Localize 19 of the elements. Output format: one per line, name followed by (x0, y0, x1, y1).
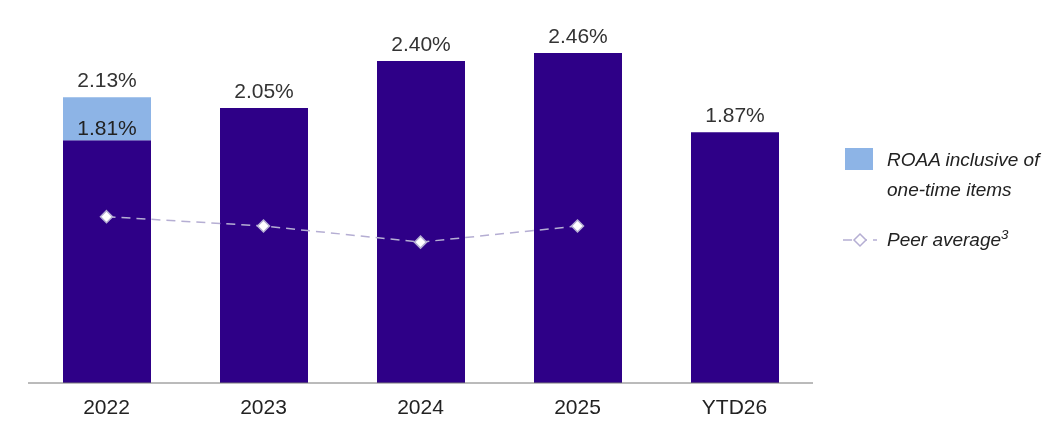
data-label: 1.87% (705, 103, 765, 127)
bar (691, 132, 779, 383)
data-label: 1.81% (77, 116, 137, 140)
bar (63, 140, 151, 383)
bar (534, 53, 622, 383)
legend-label: Peer average$^{3}$ (887, 226, 1010, 250)
x-tick-label: 2022 (83, 394, 130, 418)
data-label: 2.46% (548, 24, 608, 47)
bar (377, 61, 465, 383)
x-tick-label: 2024 (397, 394, 445, 418)
x-tick-label: 2025 (554, 394, 601, 418)
total-label: 2.13% (77, 68, 137, 92)
bar (63, 97, 151, 141)
legend-label: ROAA inclusive of one-time items (887, 149, 1042, 200)
bar (220, 108, 308, 383)
x-tick-label: YTD26 (701, 394, 768, 418)
x-tick-label: 2023 (240, 394, 287, 418)
data-label: 2.40% (391, 32, 451, 56)
data-label: 2.05% (234, 79, 294, 102)
